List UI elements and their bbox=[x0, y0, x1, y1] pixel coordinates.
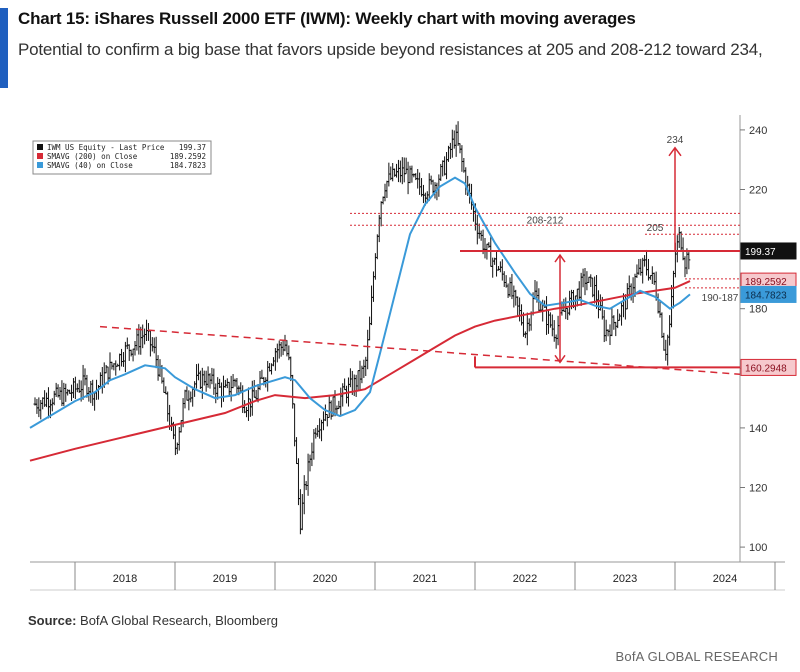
chart-marks bbox=[29, 121, 691, 535]
resistance-band-label: 208-212 bbox=[527, 215, 564, 226]
target-arrowhead bbox=[668, 146, 682, 157]
sma40-value-tag-box bbox=[740, 285, 797, 303]
x-tick-label: 2022 bbox=[513, 573, 537, 585]
source-label: Source: bbox=[28, 613, 77, 628]
legend-box bbox=[32, 140, 212, 175]
brand-footer: BofA GLOBAL RESEARCH bbox=[615, 649, 778, 664]
legend-swatch bbox=[37, 162, 43, 168]
legend-entry-value: 199.37 bbox=[179, 143, 206, 152]
legend-entry-name: SMAVG (40) on Close bbox=[47, 161, 133, 170]
price-value-tag-text: 199.37 bbox=[745, 247, 776, 258]
target-label: 234 bbox=[667, 135, 684, 146]
sma40-line bbox=[29, 176, 691, 429]
sma200-value-tag-text: 189.2592 bbox=[745, 277, 787, 288]
legend-entry-name: IWM US Equity - Last Price bbox=[47, 143, 165, 152]
x-tick-label: 2019 bbox=[213, 573, 237, 585]
source-text: BofA Global Research, Bloomberg bbox=[80, 613, 279, 628]
base-height-arrowhead bbox=[554, 253, 566, 263]
resistance-205-label: 205 bbox=[647, 223, 664, 234]
x-tick-label: 2020 bbox=[313, 573, 337, 585]
x-tick-label: 2024 bbox=[713, 573, 737, 585]
y-tick-label: 140 bbox=[749, 423, 767, 435]
sma40-value-tag-text: 184.7823 bbox=[745, 290, 787, 301]
support-band-label: 190-187 bbox=[702, 293, 739, 304]
title-accent-bar bbox=[0, 8, 8, 88]
y-tick-label: 180 bbox=[749, 304, 767, 316]
chart-title: Chart 15: iShares Russell 2000 ETF (IWM)… bbox=[18, 9, 636, 28]
source-line: Source: BofA Global Research, Bloomberg bbox=[28, 613, 278, 628]
legend-entry-value: 184.7823 bbox=[170, 161, 206, 170]
y-tick-label: 120 bbox=[749, 483, 767, 495]
x-tick-label: 2023 bbox=[613, 573, 637, 585]
legend: IWM US Equity - Last Price 199.37 SMAVG (2… bbox=[32, 140, 212, 175]
axes: 1001201401601802002202402018201920202021… bbox=[30, 115, 785, 591]
legend-entry-name: SMAVG (200) on Close bbox=[47, 152, 138, 161]
legend-entry-value: 189.2592 bbox=[170, 152, 206, 161]
sma200-line bbox=[29, 280, 691, 462]
x-tick-label: 2021 bbox=[413, 573, 437, 585]
y-tick-label: 220 bbox=[749, 185, 767, 197]
base-height-arrowhead-bottom bbox=[554, 354, 566, 364]
legend-swatch bbox=[37, 153, 43, 159]
chart-subtitle: Potential to confirm a big base that fav… bbox=[18, 40, 763, 59]
y-tick-label: 100 bbox=[749, 542, 767, 554]
support-value-tag-box bbox=[740, 358, 797, 376]
support-value-tag-text: 160.2948 bbox=[745, 363, 787, 374]
chart-annotations: 234208-212205190-187199.37189.2592184.78… bbox=[99, 135, 797, 376]
price-value-tag-box bbox=[740, 242, 797, 260]
legend-swatch bbox=[37, 144, 43, 150]
downtrend-dashed-line bbox=[99, 325, 741, 376]
x-tick-label: 2018 bbox=[113, 573, 137, 585]
y-tick-label: 240 bbox=[749, 125, 767, 137]
